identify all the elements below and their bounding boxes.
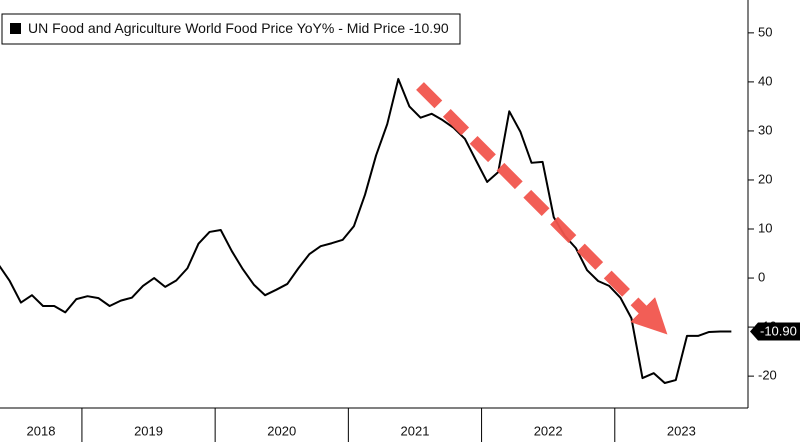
trend-arrow xyxy=(416,82,668,335)
y-tick-label: 30 xyxy=(758,122,772,137)
y-tick-label: 0 xyxy=(758,269,765,284)
x-tick-label: 2023 xyxy=(667,423,696,438)
legend-swatch xyxy=(10,23,21,34)
y-tick-label: 20 xyxy=(758,171,772,186)
x-tick-label: 2018 xyxy=(27,423,56,438)
last-value-label: -10.90 xyxy=(760,323,797,338)
y-tick-label: 40 xyxy=(758,73,772,88)
legend-box xyxy=(1,13,461,45)
series-line xyxy=(0,77,732,384)
x-tick-label: 2019 xyxy=(134,423,163,438)
last-value-tag xyxy=(750,322,800,341)
x-tick-label: 2020 xyxy=(267,423,296,438)
y-tick-label: 50 xyxy=(758,24,772,39)
plot xyxy=(0,77,732,384)
legend-text: UN Food and Agriculture World Food Price… xyxy=(28,20,449,36)
y-tick-label: 10 xyxy=(758,220,772,235)
x-tick-label: 2021 xyxy=(401,423,430,438)
legend: UN Food and Agriculture World Food Price… xyxy=(1,13,461,45)
x-tick-label: 2022 xyxy=(534,423,563,438)
y-tick-label: -20 xyxy=(758,368,777,383)
